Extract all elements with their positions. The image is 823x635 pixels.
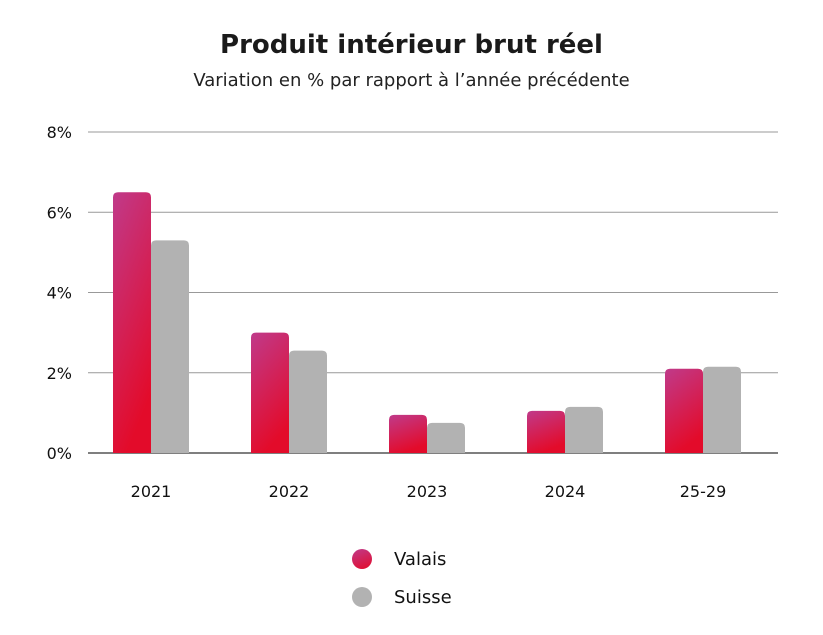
chart-subtitle: Variation en % par rapport à l’année pré… [193, 70, 630, 91]
bar-suisse-2023 [427, 422, 465, 453]
y-axis-ticks: 0% 2% 4% 6% 8% [47, 123, 72, 463]
legend: Valais Suisse [352, 540, 452, 616]
bar-valais-25-29 [665, 368, 703, 453]
bar-valais-2023 [389, 414, 427, 453]
x-axis-ticks: 2021 2022 2023 2024 25-29 [131, 482, 727, 501]
bar-suisse-25-29 [703, 366, 741, 453]
legend-item-valais: Valais [352, 540, 452, 578]
legend-item-suisse: Suisse [352, 578, 452, 616]
x-tick-label: 2024 [545, 482, 586, 501]
legend-label-valais: Valais [394, 548, 447, 570]
legend-swatch-valais [352, 549, 372, 569]
bar-chart: 0% 2% 4% 6% 8% 2021 2022 2023 2024 25-29 [47, 123, 778, 501]
y-tick-label: 0% [47, 444, 72, 463]
legend-swatch-suisse [352, 587, 372, 607]
y-tick-label: 8% [47, 123, 72, 142]
y-tick-label: 6% [47, 203, 72, 222]
x-tick-label: 2023 [407, 482, 448, 501]
bar-valais-2021 [113, 192, 151, 453]
bar-valais-2024 [527, 410, 565, 453]
x-tick-label: 25-29 [680, 482, 727, 501]
chart-title: Produit intérieur brut réel [220, 30, 603, 60]
y-tick-label: 2% [47, 364, 72, 383]
bar-valais-2022 [251, 332, 289, 453]
x-tick-label: 2021 [131, 482, 172, 501]
bar-suisse-2021 [151, 240, 189, 453]
x-tick-label: 2022 [269, 482, 310, 501]
bars [113, 192, 741, 453]
bar-suisse-2024 [565, 406, 603, 453]
bar-suisse-2022 [289, 350, 327, 453]
y-tick-label: 4% [47, 284, 72, 303]
legend-label-suisse: Suisse [394, 586, 452, 608]
